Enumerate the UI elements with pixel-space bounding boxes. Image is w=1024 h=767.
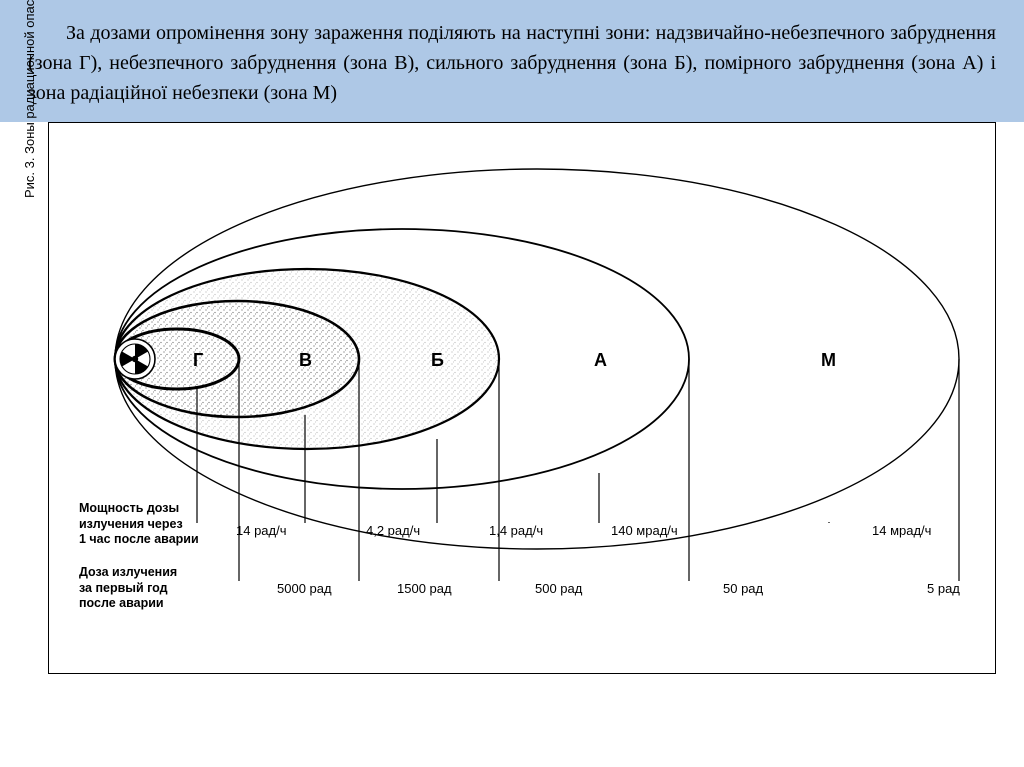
header-panel: За дозами опромінення зону зараження под… (0, 0, 1024, 122)
year-G: 5000 рад (277, 581, 332, 596)
year-A: 50 рад (723, 581, 763, 596)
zone-label-B: Б (431, 350, 444, 371)
header-text: За дозами опромінення зону зараження под… (28, 18, 996, 108)
figure-caption: Рис. 3. Зоны радиационной опасности на м… (22, 0, 37, 198)
legend-year-dose: Доза излучения за первый год после авари… (79, 565, 229, 612)
zone-label-G: Г (193, 350, 203, 371)
year-M: 5 рад (927, 581, 960, 596)
rate-B: 1,4 рад/ч (489, 523, 543, 538)
year-B: 500 рад (535, 581, 582, 596)
zone-label-A: А (594, 350, 607, 371)
rate-A: 140 мрад/ч (611, 523, 678, 538)
rate-M: 14 мрад/ч (872, 523, 931, 538)
legend-dose-rate: Мощность дозы излучения через 1 час посл… (79, 501, 229, 548)
rate-G: 14 рад/ч (236, 523, 287, 538)
year-V: 1500 рад (397, 581, 452, 596)
radiation-source-icon (115, 339, 155, 379)
zone-label-V: В (299, 350, 312, 371)
zone-label-M: М (821, 350, 836, 371)
rate-V: 4,2 рад/ч (366, 523, 420, 538)
diagram-container: Г В Б А М Мощность дозы излучения через … (48, 122, 996, 674)
